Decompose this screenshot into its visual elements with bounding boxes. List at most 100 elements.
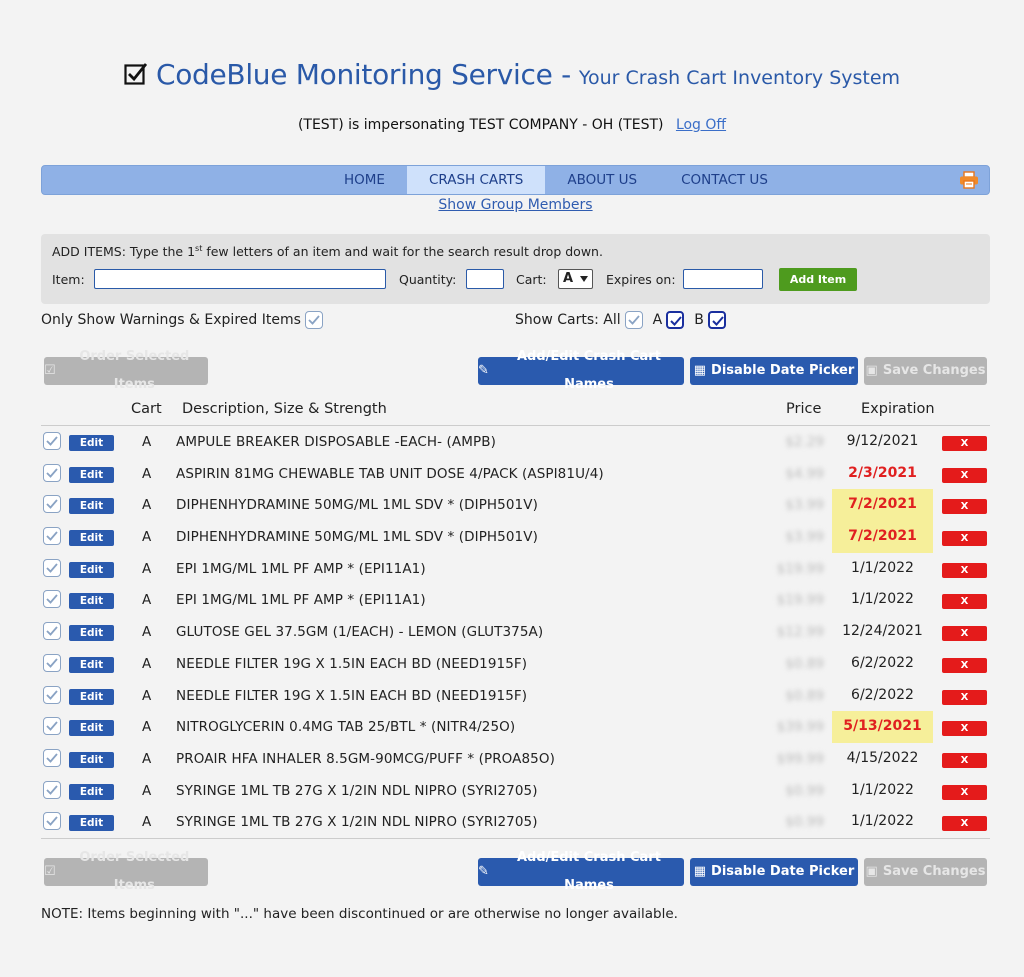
row-price: $4.99: [785, 465, 824, 482]
row-expiration[interactable]: 9/12/2021: [846, 433, 919, 449]
add-edit-cart-names-button-bottom[interactable]: ✎ Add/Edit Crash Cart Names: [478, 850, 684, 893]
delete-button[interactable]: X: [942, 531, 987, 547]
edit-button[interactable]: Edit: [69, 815, 114, 832]
header-expiration: Expiration: [861, 401, 935, 417]
brand-tagline: Your Crash Cart Inventory System: [578, 67, 901, 89]
delete-button[interactable]: X: [942, 467, 987, 483]
edit-button[interactable]: Edit: [69, 561, 114, 578]
cart-b-checkbox[interactable]: [707, 311, 726, 329]
delete-button[interactable]: X: [942, 657, 987, 673]
row-expiration[interactable]: 5/13/2021: [832, 711, 933, 743]
edit-button[interactable]: Edit: [69, 656, 114, 673]
delete-button[interactable]: X: [942, 784, 987, 800]
delete-button[interactable]: X: [942, 689, 987, 705]
disable-date-label: Disable Date Picker: [711, 363, 855, 378]
checkbox-logo-icon: [124, 62, 148, 86]
edit-button[interactable]: Edit: [69, 466, 114, 483]
add-edit-label: Add/Edit Crash Cart Names: [516, 850, 661, 893]
delete-button[interactable]: X: [942, 752, 987, 768]
add-edit-label: Add/Edit Crash Cart Names: [516, 349, 661, 392]
edit-button[interactable]: Edit: [69, 435, 114, 451]
row-description: EPI 1MG/ML 1ML PF AMP * (EPI11A1): [176, 560, 426, 577]
delete-button[interactable]: X: [942, 816, 987, 832]
row-cart: A: [142, 434, 152, 450]
instruction-sup: st: [195, 244, 203, 253]
row-description: EPI 1MG/ML 1ML PF AMP * (EPI11A1): [176, 592, 426, 609]
row-select-checkbox[interactable]: [43, 558, 61, 577]
edit-button[interactable]: Edit: [69, 530, 114, 547]
disable-date-picker-button-bottom[interactable]: ▦ Disable Date Picker: [690, 858, 858, 886]
print-icon[interactable]: [959, 171, 979, 189]
disable-date-picker-button[interactable]: ▦ Disable Date Picker: [690, 357, 858, 385]
row-expiration[interactable]: 7/2/2021: [832, 489, 933, 522]
row-description: AMPULE BREAKER DISPOSABLE -EACH- (AMPB): [176, 434, 496, 450]
row-expiration[interactable]: 2/3/2021: [848, 464, 917, 481]
edit-button[interactable]: Edit: [69, 783, 114, 800]
row-select-checkbox[interactable]: [43, 748, 61, 767]
delete-button[interactable]: X: [942, 562, 987, 578]
show-carts-filter: Show Carts: All A B: [515, 311, 726, 329]
row-cart: A: [142, 624, 152, 641]
save-changes-button[interactable]: ▣ Save Changes: [864, 357, 987, 385]
nav-crash-carts[interactable]: CRASH CARTS: [406, 166, 546, 194]
row-expiration[interactable]: 7/2/2021: [832, 521, 933, 553]
order-selected-button[interactable]: ☑ Order Selected Items: [44, 349, 208, 392]
row-select-checkbox[interactable]: [43, 812, 61, 831]
add-item-button[interactable]: Add Item: [779, 268, 857, 291]
row-select-checkbox[interactable]: [43, 432, 61, 450]
warnings-checkbox[interactable]: [305, 311, 324, 329]
expires-input[interactable]: [683, 269, 763, 289]
cart-a-checkbox[interactable]: [666, 311, 685, 329]
row-select-checkbox[interactable]: [43, 527, 61, 546]
row-select-checkbox[interactable]: [43, 495, 61, 514]
row-expiration[interactable]: 1/1/2022: [851, 813, 914, 830]
row-expiration[interactable]: 4/15/2022: [846, 749, 919, 766]
edit-button[interactable]: Edit: [69, 625, 114, 642]
row-cart: A: [142, 497, 152, 514]
nav-about-us[interactable]: ABOUT US: [567, 172, 638, 188]
row-select-checkbox[interactable]: [43, 685, 61, 704]
edit-button[interactable]: Edit: [69, 688, 114, 705]
discontinued-note: NOTE: Items beginning with "..." have be…: [41, 906, 678, 922]
row-select-checkbox[interactable]: [43, 717, 61, 736]
row-description: DIPHENHYDRAMINE 50MG/ML 1ML SDV * (DIPH5…: [176, 497, 538, 514]
nav-home[interactable]: HOME: [344, 172, 385, 188]
row-expiration[interactable]: 6/2/2022: [851, 654, 914, 671]
save-changes-button-bottom[interactable]: ▣ Save Changes: [864, 858, 987, 886]
row-select-checkbox[interactable]: [43, 622, 61, 641]
order-selected-label: Order Selected Items: [79, 850, 190, 893]
row-select-checkbox[interactable]: [43, 780, 61, 799]
table-header: Cart Description, Size & Strength Price …: [41, 401, 990, 426]
item-input[interactable]: [94, 269, 386, 289]
edit-button[interactable]: Edit: [69, 498, 114, 515]
row-expiration[interactable]: 1/1/2022: [851, 591, 914, 608]
row-expiration[interactable]: 12/24/2021: [842, 623, 923, 640]
add-items-panel: ADD ITEMS: Type the 1st few letters of a…: [41, 234, 990, 304]
quantity-input[interactable]: [466, 269, 504, 289]
row-description: NEEDLE FILTER 19G X 1.5IN EACH BD (NEED1…: [176, 655, 528, 672]
row-expiration[interactable]: 1/1/2022: [851, 781, 914, 798]
edit-button[interactable]: Edit: [69, 720, 114, 737]
edit-button[interactable]: Edit: [69, 593, 114, 610]
row-select-checkbox[interactable]: [43, 590, 61, 609]
row-select-checkbox[interactable]: [43, 653, 61, 672]
log-off-link[interactable]: Log Off: [675, 117, 727, 133]
row-select-checkbox[interactable]: [43, 463, 61, 482]
delete-button[interactable]: X: [942, 499, 987, 515]
delete-button[interactable]: X: [942, 626, 987, 642]
chevron-down-icon: [580, 276, 588, 282]
nav-contact-us[interactable]: CONTACT US: [681, 172, 768, 188]
toolbar-bottom: ☑ Order Selected Items ✎ Add/Edit Crash …: [0, 850, 1024, 893]
delete-button[interactable]: X: [942, 436, 987, 451]
order-selected-button-bottom[interactable]: ☑ Order Selected Items: [44, 850, 208, 893]
add-edit-cart-names-button[interactable]: ✎ Add/Edit Crash Cart Names: [478, 349, 684, 392]
show-all-carts-checkbox[interactable]: [624, 311, 643, 329]
row-expiration[interactable]: 1/1/2022: [851, 559, 914, 576]
cart-select[interactable]: A: [558, 269, 593, 289]
row-expiration[interactable]: 6/2/2022: [851, 686, 914, 703]
delete-button[interactable]: X: [942, 594, 987, 610]
edit-button[interactable]: Edit: [69, 751, 114, 768]
row-cart: A: [142, 560, 152, 577]
delete-button[interactable]: X: [942, 721, 987, 737]
show-group-members-link[interactable]: Show Group Members: [438, 197, 593, 213]
